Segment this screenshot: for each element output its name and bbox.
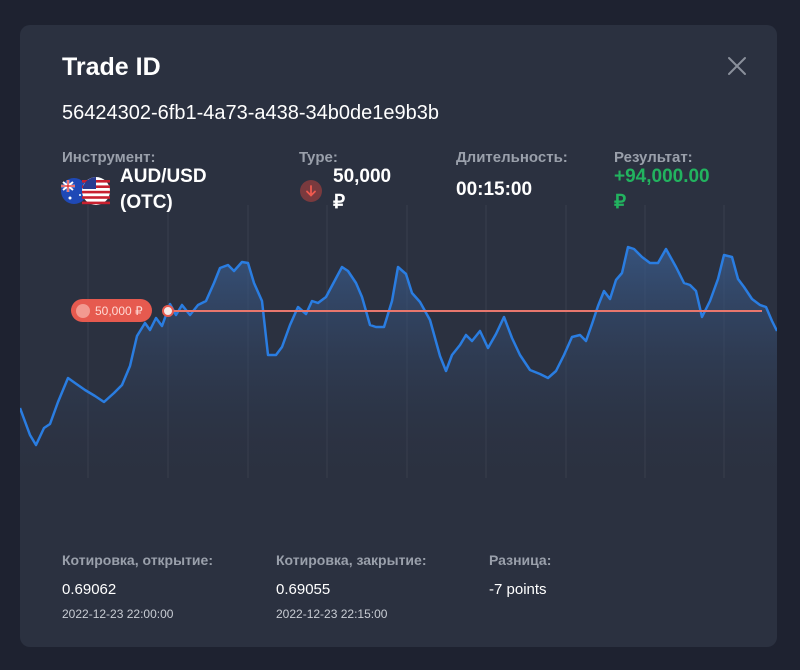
open-quote-label: Котировка, открытие: [62,552,213,568]
result-value: +94,000.00 ₽ [614,166,710,213]
close-quote-time: 2022-12-23 22:15:00 [276,607,388,621]
modal-title: Trade ID [62,53,161,81]
duration-value: 00:15:00 [456,179,533,200]
instrument-value: AUD/USD (OTC) [120,166,207,213]
instrument-label: Инструмент: [62,149,156,166]
difference-value: -7 points [489,581,547,598]
result-label: Результат: [614,149,693,166]
chart-area-fill [20,247,777,478]
price-line [20,245,777,447]
open-quote-value: 0.69062 [62,581,117,598]
open-quote-time: 2022-12-23 22:00:00 [62,607,174,621]
type-label: Type: [299,149,338,166]
close-quote-label: Котировка, закрытие: [276,552,427,568]
user-avatar-icon [76,303,90,318]
price-chart [20,205,777,478]
entry-amount-badge: 50,000 ₽ [71,299,152,322]
type-value: 50,000 ₽ [333,166,392,213]
entry-point-marker [162,305,174,317]
trade-details-modal: Trade ID 56424302-6fb1-4a73-a438-34b0de1… [20,25,777,647]
duration-label: Длительность: [456,149,568,166]
trade-id-value: 56424302-6fb1-4a73-a438-34b0de1e9b3b [62,102,440,124]
entry-amount-label: 50,000 ₽ [95,303,143,318]
close-quote-value: 0.69055 [276,581,331,598]
close-icon[interactable] [726,55,748,77]
difference-label: Разница: [489,552,552,568]
aud-usd-flags-icon [61,177,110,205]
arrow-down-icon [300,180,322,202]
